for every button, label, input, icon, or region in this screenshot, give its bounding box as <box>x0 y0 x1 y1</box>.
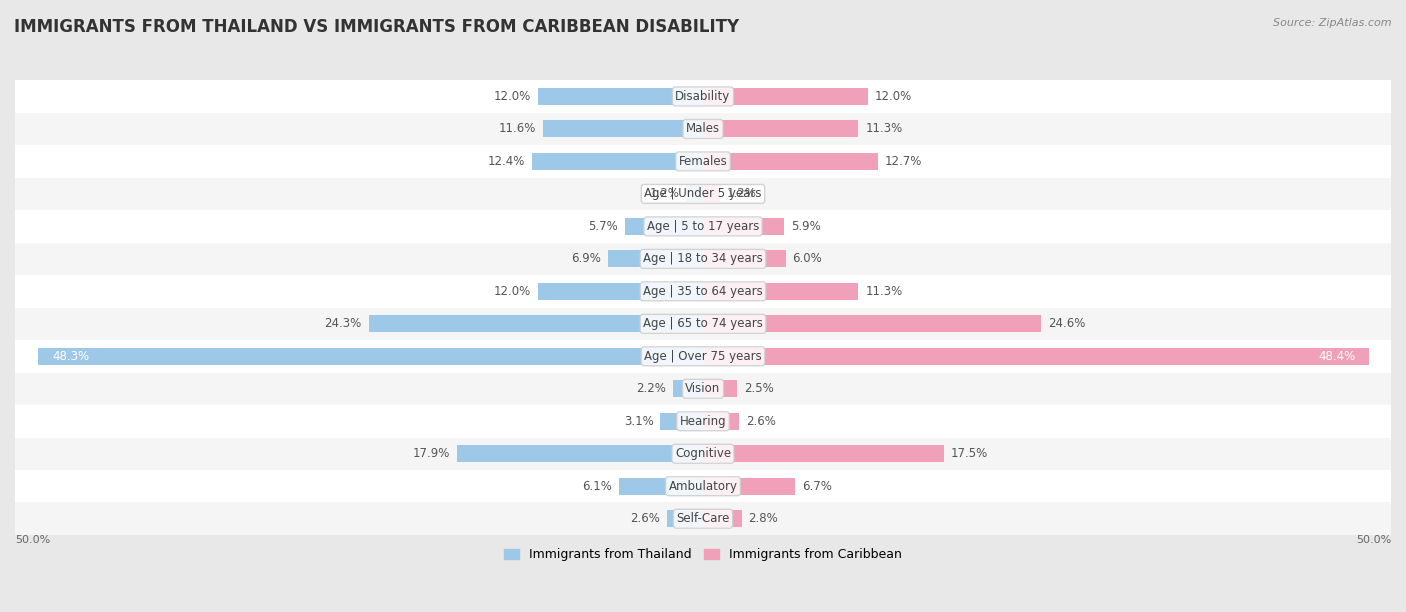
Bar <box>15 113 1391 145</box>
Bar <box>538 88 703 105</box>
Text: 2.5%: 2.5% <box>744 382 775 395</box>
Text: 12.7%: 12.7% <box>884 155 922 168</box>
Bar <box>703 121 859 137</box>
Bar <box>703 185 720 203</box>
Text: 5.9%: 5.9% <box>792 220 821 233</box>
Text: Age | Under 5 years: Age | Under 5 years <box>644 187 762 200</box>
Bar <box>38 348 703 365</box>
Text: Self-Care: Self-Care <box>676 512 730 525</box>
Text: 12.0%: 12.0% <box>494 285 531 298</box>
Text: Age | 65 to 74 years: Age | 65 to 74 years <box>643 317 763 330</box>
Text: Vision: Vision <box>685 382 721 395</box>
Bar <box>624 218 703 235</box>
Bar <box>15 275 1391 308</box>
Bar <box>543 121 703 137</box>
Legend: Immigrants from Thailand, Immigrants from Caribbean: Immigrants from Thailand, Immigrants fro… <box>499 543 907 566</box>
Bar <box>703 348 1369 365</box>
Bar <box>15 502 1391 535</box>
Bar <box>15 80 1391 113</box>
Bar <box>538 283 703 300</box>
Bar <box>703 283 859 300</box>
Text: 1.2%: 1.2% <box>650 187 679 200</box>
Text: 48.4%: 48.4% <box>1317 350 1355 363</box>
Text: Age | Over 75 years: Age | Over 75 years <box>644 350 762 363</box>
Bar <box>619 478 703 494</box>
Bar <box>703 250 786 267</box>
Bar <box>607 250 703 267</box>
Bar <box>661 413 703 430</box>
Bar <box>15 373 1391 405</box>
Text: 6.1%: 6.1% <box>582 480 612 493</box>
Bar <box>457 446 703 462</box>
Text: Age | 18 to 34 years: Age | 18 to 34 years <box>643 252 763 266</box>
Bar <box>686 185 703 203</box>
Bar <box>703 218 785 235</box>
Bar <box>15 210 1391 242</box>
Bar <box>15 145 1391 177</box>
Text: 6.0%: 6.0% <box>793 252 823 266</box>
Bar <box>703 380 737 397</box>
Text: Females: Females <box>679 155 727 168</box>
Text: 1.2%: 1.2% <box>727 187 756 200</box>
Text: 5.7%: 5.7% <box>588 220 617 233</box>
Text: 50.0%: 50.0% <box>15 535 51 545</box>
Text: Cognitive: Cognitive <box>675 447 731 460</box>
Text: 6.9%: 6.9% <box>571 252 602 266</box>
Text: 12.0%: 12.0% <box>875 90 912 103</box>
Text: Ambulatory: Ambulatory <box>668 480 738 493</box>
Text: 17.5%: 17.5% <box>950 447 988 460</box>
Text: 2.6%: 2.6% <box>630 512 661 525</box>
Text: 11.3%: 11.3% <box>865 285 903 298</box>
Bar <box>672 380 703 397</box>
Bar <box>703 153 877 170</box>
Text: 12.0%: 12.0% <box>494 90 531 103</box>
Text: Age | 35 to 64 years: Age | 35 to 64 years <box>643 285 763 298</box>
Text: Age | 5 to 17 years: Age | 5 to 17 years <box>647 220 759 233</box>
Bar <box>703 88 868 105</box>
Bar <box>703 315 1042 332</box>
Text: 2.8%: 2.8% <box>748 512 778 525</box>
Bar <box>15 242 1391 275</box>
Bar <box>703 413 738 430</box>
Bar <box>15 340 1391 373</box>
Bar <box>703 478 796 494</box>
Bar <box>533 153 703 170</box>
Text: Males: Males <box>686 122 720 135</box>
Text: 24.3%: 24.3% <box>325 317 361 330</box>
Bar <box>368 315 703 332</box>
Text: 3.1%: 3.1% <box>624 415 654 428</box>
Bar <box>703 510 741 527</box>
Bar <box>15 470 1391 502</box>
Bar <box>703 446 943 462</box>
Text: Source: ZipAtlas.com: Source: ZipAtlas.com <box>1274 18 1392 28</box>
Bar <box>15 405 1391 438</box>
Text: 6.7%: 6.7% <box>801 480 832 493</box>
Text: 24.6%: 24.6% <box>1049 317 1085 330</box>
Bar <box>15 438 1391 470</box>
Text: IMMIGRANTS FROM THAILAND VS IMMIGRANTS FROM CARIBBEAN DISABILITY: IMMIGRANTS FROM THAILAND VS IMMIGRANTS F… <box>14 18 740 36</box>
Text: 2.6%: 2.6% <box>745 415 776 428</box>
Bar <box>15 177 1391 210</box>
Text: 50.0%: 50.0% <box>1355 535 1391 545</box>
Text: 11.3%: 11.3% <box>865 122 903 135</box>
Text: Hearing: Hearing <box>679 415 727 428</box>
Text: 17.9%: 17.9% <box>412 447 450 460</box>
Text: 2.2%: 2.2% <box>636 382 666 395</box>
Text: 11.6%: 11.6% <box>499 122 537 135</box>
Bar <box>668 510 703 527</box>
Text: 48.3%: 48.3% <box>52 350 89 363</box>
Text: Disability: Disability <box>675 90 731 103</box>
Bar <box>15 308 1391 340</box>
Text: 12.4%: 12.4% <box>488 155 526 168</box>
